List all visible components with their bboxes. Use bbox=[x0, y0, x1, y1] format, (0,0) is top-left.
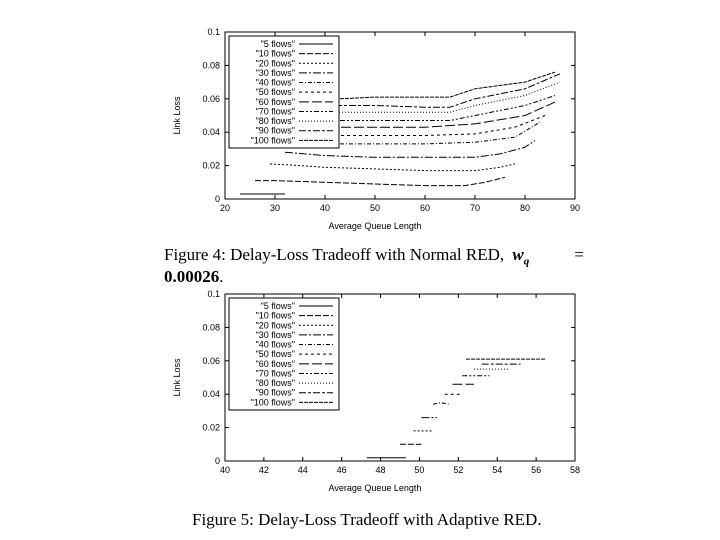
figure4-caption-wq: wq bbox=[512, 245, 530, 268]
x-tick-label: 44 bbox=[298, 465, 308, 475]
x-tick-label: 60 bbox=[420, 203, 430, 213]
legend-label: "50 flows" bbox=[256, 87, 295, 97]
legend-label: "40 flows" bbox=[256, 340, 295, 350]
figure4-caption-line2: 0.00026. bbox=[164, 267, 224, 287]
series-line-2 bbox=[255, 176, 506, 187]
y-tick-label: 0.04 bbox=[202, 389, 220, 399]
x-tick-label: 48 bbox=[376, 465, 386, 475]
y-tick-label: 0.02 bbox=[202, 423, 220, 433]
y-tick-label: 0.08 bbox=[202, 60, 220, 70]
figure4-caption-text: Figure 4: Delay-Loss Tradeoff with Norma… bbox=[164, 245, 505, 264]
y-tick-label: 0 bbox=[215, 456, 220, 466]
x-axis-label: Average Queue Length bbox=[329, 483, 422, 493]
figure4-caption-value: 0.00026 bbox=[164, 267, 220, 286]
series-line-3 bbox=[269, 163, 516, 172]
x-axis-label: Average Queue Length bbox=[329, 221, 422, 231]
legend-label: "40 flows" bbox=[256, 78, 295, 88]
x-tick-label: 50 bbox=[414, 465, 424, 475]
series-line-9 bbox=[330, 81, 561, 113]
series-line-11 bbox=[339, 71, 556, 100]
legend-label: "80 flows" bbox=[256, 378, 295, 388]
legend-label: "10 flows" bbox=[256, 311, 295, 321]
legend-label: "20 flows" bbox=[256, 58, 295, 68]
chart-2: 40 42 44 46 48 50 52 54 56 58 0 0.02 0.04 0.06 0.08 0.1… bbox=[172, 289, 580, 493]
series-line-4 bbox=[284, 140, 536, 158]
legend-label: "80 flows" bbox=[256, 116, 295, 126]
x-tick-label: 30 bbox=[270, 203, 280, 213]
legend-label: "100 flows" bbox=[251, 397, 295, 407]
plot-frame bbox=[224, 31, 576, 200]
y-tick-label: 0 bbox=[215, 194, 220, 204]
plot-frame bbox=[224, 293, 576, 462]
x-tick-label: 40 bbox=[320, 203, 330, 213]
figure4-caption-w: w bbox=[512, 245, 524, 264]
legend-label: "50 flows" bbox=[256, 349, 295, 359]
x-tick-label: 90 bbox=[570, 203, 580, 213]
series-line-6 bbox=[305, 115, 546, 136]
legend-label: "10 flows" bbox=[256, 49, 295, 59]
legend-label: "70 flows" bbox=[256, 368, 295, 378]
y-axis-label: Link Loss bbox=[172, 358, 182, 397]
x-tick-label: 70 bbox=[470, 203, 480, 213]
x-tick-label: 58 bbox=[570, 465, 580, 475]
legend-label: "60 flows" bbox=[256, 359, 295, 369]
y-tick-label: 0.06 bbox=[202, 356, 220, 366]
figure4-caption-end: . bbox=[219, 267, 224, 286]
x-tick-label: 50 bbox=[370, 203, 380, 213]
y-tick-label: 0.06 bbox=[202, 94, 220, 104]
legend-label: "90 flows" bbox=[256, 126, 295, 136]
y-tick-label: 0.08 bbox=[202, 322, 220, 332]
legend-box bbox=[228, 35, 340, 149]
figure4-caption-q: q bbox=[523, 255, 530, 268]
x-tick-label: 56 bbox=[531, 465, 541, 475]
figure4-caption: Figure 4: Delay-Loss Tradeoff with Norma… bbox=[164, 245, 584, 267]
chart-1: 20 30 40 50 60 70 80 90 0 0.02 0.04 0.06 0.08 0.1 Aver… bbox=[172, 27, 580, 231]
series-line-8 bbox=[325, 95, 556, 121]
y-axis-label: Link Loss bbox=[172, 96, 182, 135]
series-line-5 bbox=[432, 402, 449, 405]
legend-label: "70 flows" bbox=[256, 106, 295, 116]
x-tick-label: 80 bbox=[520, 203, 530, 213]
legend-label: "100 flows" bbox=[251, 135, 295, 145]
y-tick-label: 0.1 bbox=[207, 27, 220, 37]
legend-label: "90 flows" bbox=[256, 388, 295, 398]
figure4-caption-eq: = bbox=[574, 245, 584, 264]
y-tick-label: 0.04 bbox=[202, 127, 220, 137]
x-tick-label: 20 bbox=[220, 203, 230, 213]
legend-label: "30 flows" bbox=[256, 330, 295, 340]
x-tick-label: 42 bbox=[259, 465, 269, 475]
series-line-10 bbox=[335, 73, 561, 108]
x-tick-label: 40 bbox=[220, 465, 230, 475]
legend-label: "5 flows" bbox=[261, 301, 295, 311]
legend-label: "60 flows" bbox=[256, 97, 295, 107]
legend-box bbox=[228, 297, 340, 411]
legend-label: "30 flows" bbox=[256, 68, 295, 78]
legend-label: "20 flows" bbox=[256, 320, 295, 330]
x-tick-label: 54 bbox=[492, 465, 502, 475]
y-tick-label: 0.1 bbox=[207, 289, 220, 299]
x-tick-label: 52 bbox=[453, 465, 463, 475]
figure5-caption: Figure 5: Delay-Loss Tradeoff with Adapt… bbox=[192, 510, 542, 529]
legend-label: "5 flows" bbox=[261, 39, 295, 49]
x-tick-label: 46 bbox=[337, 465, 347, 475]
y-tick-label: 0.02 bbox=[202, 161, 220, 171]
